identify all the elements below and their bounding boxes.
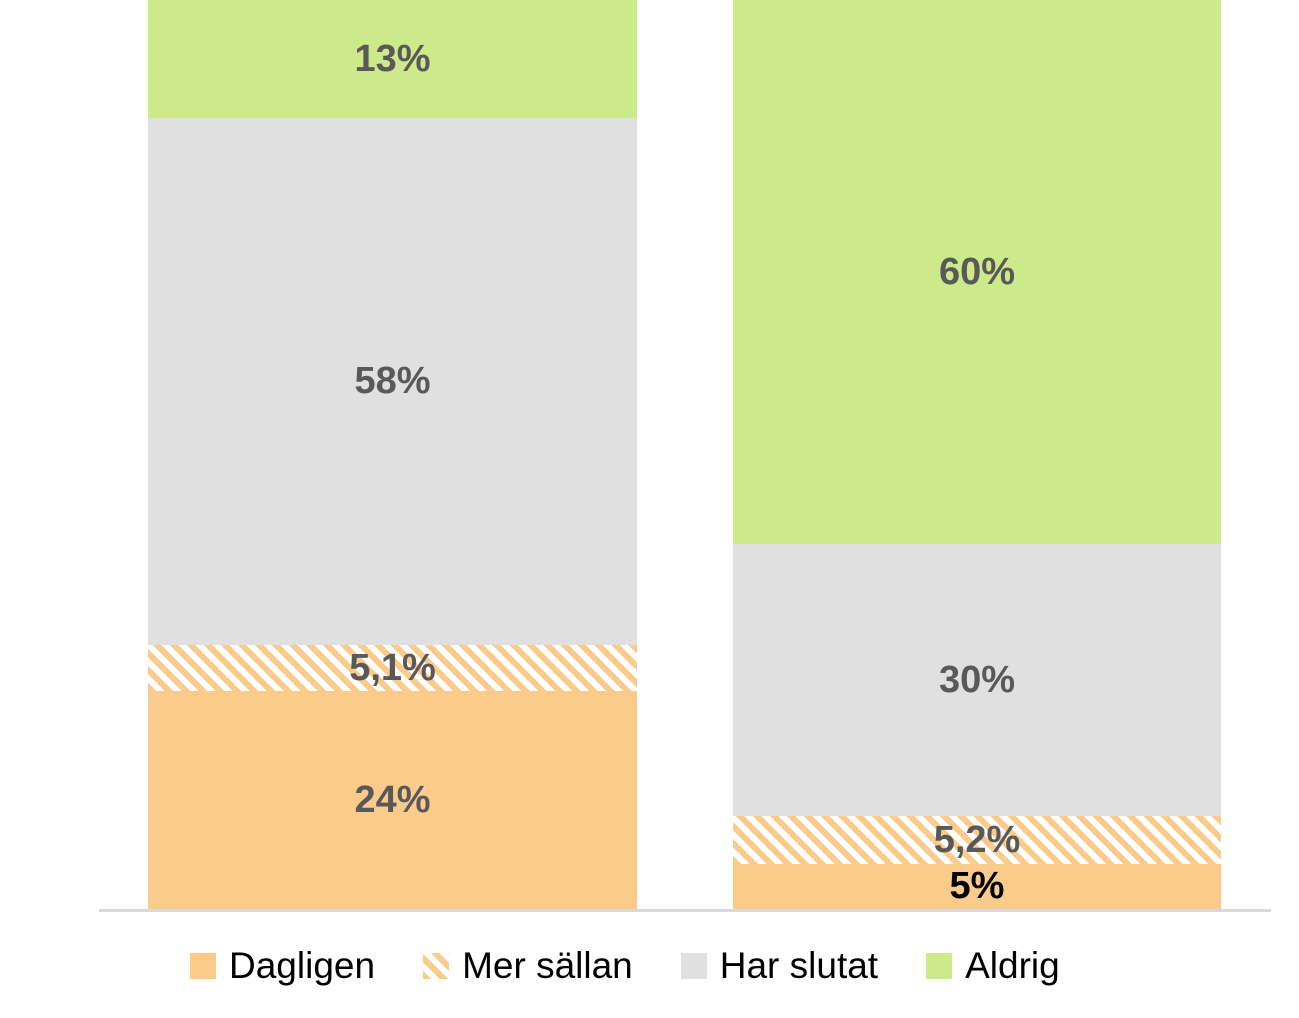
bar2-label-dagligen: 5% [949, 865, 1005, 908]
bar1-segment-har-slutat: 58% [148, 118, 637, 645]
x-axis-baseline [99, 909, 1271, 912]
bar2-segment-har-slutat: 30% [733, 544, 1221, 817]
stacked-bar-1: 13% 58% 5,1% 24% [148, 0, 637, 909]
bar2-segment-mer-sallan: 5,2% [733, 816, 1221, 864]
legend-swatch-dagligen-icon [190, 953, 216, 980]
legend-item-dagligen: Dagligen [190, 945, 376, 987]
legend-label-mer-sallan: Mer sällan [462, 945, 633, 986]
bar2-label-har-slutat: 30% [938, 659, 1016, 702]
bar2-segment-dagligen: 5% [733, 863, 1221, 909]
bar1-segment-dagligen: 24% [148, 691, 637, 909]
bar2-label-aldrig: 60% [938, 251, 1016, 294]
stacked-bar-2: 60% 30% 5,2% 5% [733, 0, 1221, 909]
bar1-label-aldrig: 13% [354, 38, 431, 81]
legend-swatch-mer-sallan-icon [423, 953, 450, 980]
legend-item-har-slutat: Har slutat [680, 945, 879, 987]
legend-item-aldrig: Aldrig [926, 945, 1060, 987]
plot-area: 13% 58% 5,1% 24% 60% 30% 5,2% [148, 0, 1221, 909]
bar1-label-har-slutat: 58% [354, 360, 431, 403]
chart-legend: Dagligen Mer sällan Har slutat Aldrig [190, 945, 1060, 987]
legend-label-aldrig: Aldrig [965, 945, 1060, 986]
legend-swatch-aldrig-icon [926, 953, 953, 980]
bar1-label-mer-sallan: 5,1% [349, 646, 436, 689]
bar1-segment-aldrig: 13% [148, 0, 637, 119]
bar1-segment-mer-sallan: 5,1% [148, 644, 637, 692]
bar1-label-dagligen: 24% [354, 779, 431, 822]
legend-label-har-slutat: Har slutat [719, 945, 879, 986]
bar2-segment-aldrig: 60% [733, 0, 1221, 545]
legend-label-dagligen: Dagligen [229, 945, 376, 986]
bar2-label-mer-sallan: 5,2% [933, 819, 1021, 862]
legend-item-mer-sallan: Mer sällan [423, 945, 633, 987]
legend-swatch-har-slutat-icon [680, 953, 707, 980]
